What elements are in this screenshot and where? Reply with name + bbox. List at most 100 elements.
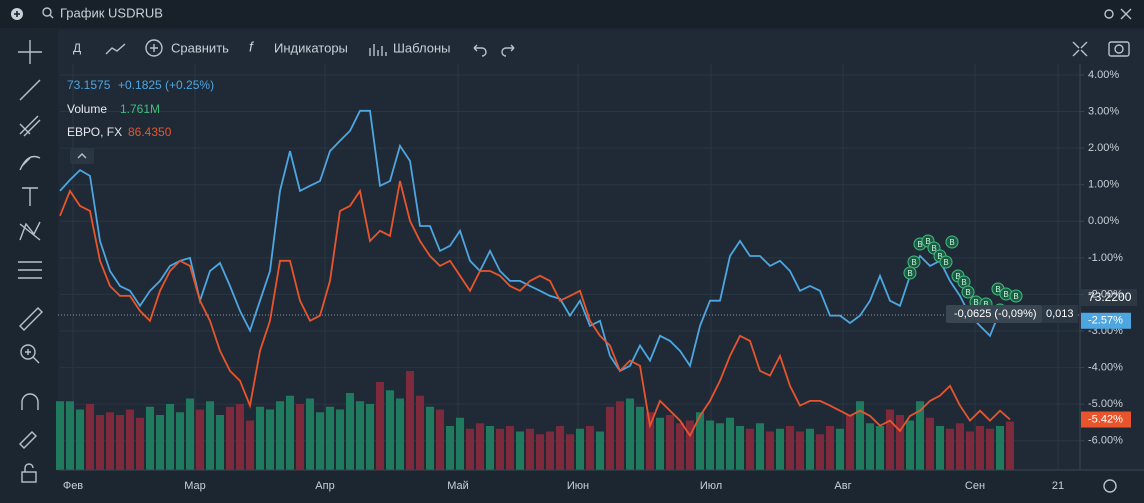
chart-style-button[interactable]: [105, 43, 126, 55]
volume-bar: [196, 409, 204, 470]
redo-button[interactable]: [501, 44, 515, 57]
volume-bar: [536, 434, 544, 470]
volume-bar: [906, 420, 914, 470]
event-marker-label: B: [995, 285, 1000, 294]
volume-bar: [976, 426, 984, 470]
volume-bar: [616, 401, 624, 470]
text-tool[interactable]: [22, 187, 38, 206]
legend-collapse[interactable]: [70, 148, 94, 164]
y-tick-label: 2.00%: [1088, 142, 1119, 154]
volume-bar: [686, 420, 694, 470]
chart-area: [58, 30, 1144, 470]
volume-bar: [396, 398, 404, 470]
event-marker: [961, 285, 975, 299]
crosshair-value-box: [1042, 305, 1078, 323]
volume-bar: [416, 395, 424, 470]
volume-bar: [626, 398, 634, 470]
volume-bar: [676, 423, 684, 470]
event-marker-label: B: [961, 278, 966, 287]
volume-bar: [796, 431, 804, 470]
pattern-tool[interactable]: [19, 221, 41, 241]
volume-bar: [166, 404, 174, 470]
settings-button[interactable]: [1104, 9, 1114, 19]
indicators-button[interactable]: Индикаторы: [274, 40, 348, 55]
volume-bar: [306, 398, 314, 470]
fib-tool[interactable]: [19, 115, 41, 137]
window-title: График USDRUB: [60, 5, 163, 20]
chart-settings-button[interactable]: [1103, 479, 1117, 493]
interval-button[interactable]: Д: [73, 41, 81, 55]
volume-bar: [886, 409, 894, 470]
legend-change: +0.1825 (+0.25%): [118, 78, 214, 92]
volume-bar: [646, 412, 654, 470]
volume-bar: [106, 412, 114, 470]
volume-bar: [776, 428, 784, 470]
brush-tool[interactable]: [19, 155, 41, 171]
lock-draw-tool[interactable]: [19, 431, 37, 449]
volume-bar: [826, 426, 834, 470]
volume-bar: [926, 417, 934, 470]
volume-bar: [946, 428, 954, 470]
volume-bar: [516, 431, 524, 470]
crosshair-tooltip: [946, 305, 1042, 323]
templates-button[interactable]: Шаблоны: [393, 40, 451, 55]
volume-bar: [76, 409, 84, 470]
x-tick-label: Сен: [965, 480, 985, 492]
event-marker-label: B: [917, 240, 922, 249]
event-marker-label: B: [965, 288, 970, 297]
lock-tool[interactable]: [21, 471, 37, 483]
legend-volume-value: 1.761M: [120, 102, 160, 116]
volume-bar: [806, 428, 814, 470]
volume-bar: [656, 417, 664, 470]
volume-bar: [256, 406, 264, 470]
compare-button[interactable]: Сравнить: [171, 40, 229, 55]
event-marker: [945, 235, 959, 249]
legend: 73.1575 +0.1825 (+0.25%) Volume 1.761M Е…: [67, 78, 214, 164]
volume-bar: [526, 428, 534, 470]
ruler-tool[interactable]: [19, 307, 43, 331]
volume-bar: [376, 382, 384, 470]
magnet-tool[interactable]: [21, 393, 39, 410]
volume-bar: [436, 409, 444, 470]
event-marker-label: B: [907, 269, 912, 278]
screenshot-button[interactable]: [1108, 41, 1130, 57]
volume-bar: [896, 415, 904, 470]
volume-bar: [206, 401, 214, 470]
undo-button[interactable]: [473, 44, 487, 57]
volume-bar: [96, 415, 104, 470]
prediction-tool[interactable]: [18, 261, 42, 279]
x-tick-label: Авг: [834, 480, 851, 492]
close-button[interactable]: [1120, 8, 1132, 20]
event-marker: [1009, 289, 1023, 303]
zoom-tool[interactable]: [20, 344, 36, 360]
search-icon[interactable]: [42, 7, 52, 17]
volume-bar: [786, 426, 794, 470]
legend-volume-name: Volume: [67, 102, 107, 116]
last-value-box: [1081, 411, 1131, 428]
event-marker: [903, 266, 917, 280]
volume-bar: [866, 423, 874, 470]
event-marker-label: B: [911, 258, 916, 267]
volume-bar: [176, 412, 184, 470]
volume-bar: [756, 423, 764, 470]
event-marker-label: B: [949, 238, 954, 247]
volume-bar: [876, 426, 884, 470]
y-tick-label: 4.00%: [1088, 69, 1119, 81]
trendline-tool[interactable]: [19, 79, 41, 101]
volume-bar: [716, 423, 724, 470]
volume-bar: [456, 417, 464, 470]
crosshair-tool[interactable]: [18, 40, 42, 64]
volume-bar: [226, 406, 234, 470]
volume-bar: [386, 390, 394, 470]
indicators-icon: f: [249, 39, 255, 55]
event-marker-label: B: [983, 300, 988, 309]
volume-bar: [296, 404, 304, 470]
volume-bar: [986, 428, 994, 470]
x-tick-label: Апр: [315, 480, 334, 492]
volume-bar: [486, 426, 494, 470]
volume-bar: [56, 401, 64, 470]
price-label: 73.2200: [1088, 290, 1132, 304]
x-tick-label: Июл: [700, 480, 722, 492]
fullscreen-button[interactable]: [1072, 41, 1088, 57]
